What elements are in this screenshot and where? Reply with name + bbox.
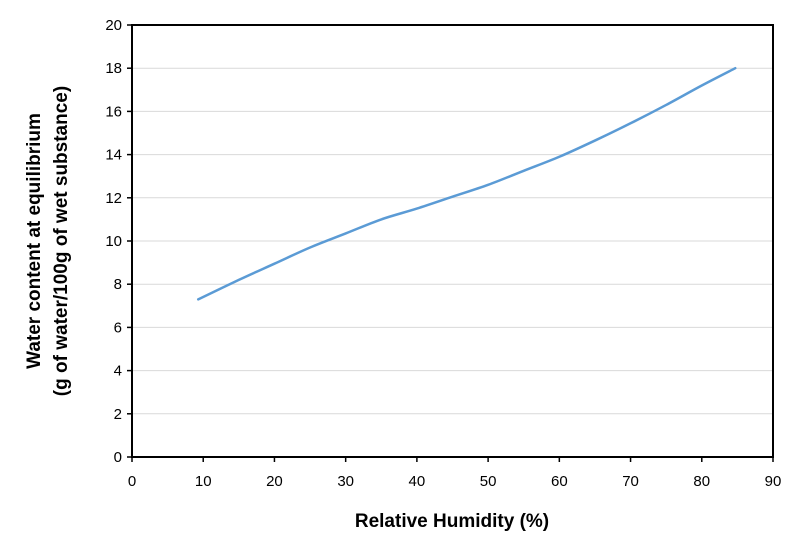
y-tick-label: 6 (114, 319, 122, 336)
y-axis-ticks: 0 2 4 6 8 10 12 14 16 18 20 (105, 17, 132, 466)
y-tick-label: 12 (105, 190, 122, 207)
x-tick-label: 10 (195, 473, 212, 490)
y-tick-label: 16 (105, 103, 122, 120)
x-tick-label: 70 (622, 473, 639, 490)
x-tick-label: 0 (128, 473, 136, 490)
x-tick-label: 50 (480, 473, 497, 490)
y-tick-label: 10 (105, 233, 122, 250)
y-axis-title: Water content at equilibrium (g of water… (24, 86, 72, 396)
x-tick-label: 20 (266, 473, 283, 490)
y-tick-label: 2 (114, 406, 122, 423)
y-tick-label: 14 (105, 147, 122, 164)
series-line (196, 66, 737, 301)
y-tick-label: 20 (105, 17, 122, 34)
y-tick-label: 0 (114, 449, 122, 466)
x-axis-ticks: 0 10 20 30 40 50 60 70 80 90 (128, 457, 782, 490)
x-tick-label: 80 (693, 473, 710, 490)
y-axis-title-line2: (g of water/100g of wet substance) (51, 86, 72, 396)
y-tick-label: 8 (114, 276, 122, 293)
x-axis-title: Relative Humidity (%) (355, 511, 549, 532)
x-tick-label: 60 (551, 473, 568, 490)
gridlines (132, 67, 773, 415)
x-tick-label: 30 (337, 473, 354, 490)
x-tick-label: 90 (765, 473, 782, 490)
y-tick-label: 4 (114, 363, 122, 380)
y-axis-title-line1: Water content at equilibrium (24, 113, 45, 369)
x-tick-label: 40 (409, 473, 426, 490)
y-tick-label: 18 (105, 60, 122, 77)
data-series (196, 66, 737, 301)
